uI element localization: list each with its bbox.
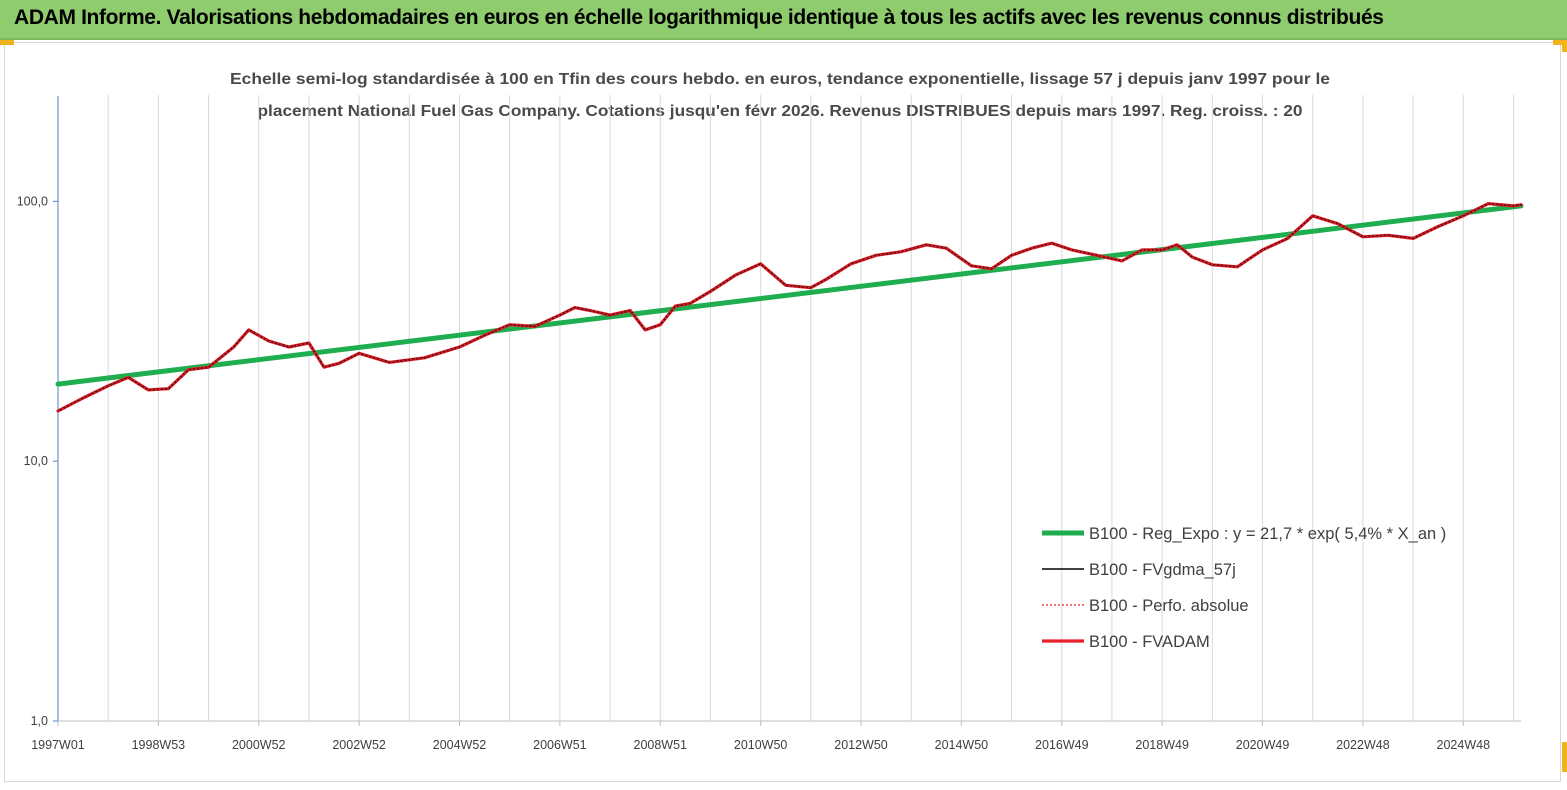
legend-label-3: B100 - Perfo. absolue: [1089, 597, 1249, 615]
series-line-3: [57, 203, 1522, 412]
x-axis-ticks: 1997W01 1998W53 2000W52 2002W52 2004W52 2006W…: [31, 721, 1490, 752]
x-tick-label: 2014W50: [935, 738, 989, 752]
x-tick-label: 2004W52: [433, 738, 487, 752]
legend-label-4: B100 - FVADAM: [1089, 633, 1210, 651]
chart-frame: [4, 42, 1561, 782]
legend-label-1: B100 - Reg_Expo : y = 21,7 * exp( 5,4% *…: [1089, 525, 1446, 543]
x-tick-label: 1997W01: [31, 738, 85, 752]
legend: B100 - Reg_Expo : y = 21,7 * exp( 5,4% *…: [1042, 525, 1446, 651]
corner-marker-top-right: [1553, 40, 1567, 45]
y-axis-ticks: 1,0 10,0 100,0: [17, 194, 58, 728]
page-title: ADAM Informe. Valorisations hebdomadaire…: [14, 6, 1384, 29]
chart-subtitle-line-1: Echelle semi-log standardisée à 100 en T…: [230, 71, 1330, 88]
x-tick-label: 2008W51: [634, 738, 688, 752]
title-banner: ADAM Informe. Valorisations hebdomadaire…: [0, 0, 1567, 40]
x-tick-label: 1998W53: [132, 738, 186, 752]
x-tick-label: 2002W52: [332, 738, 386, 752]
y-tick-label: 1,0: [31, 714, 48, 728]
y-tick-label: 10,0: [24, 454, 48, 468]
series-lines: [55, 202, 1524, 413]
corner-marker-top-left: [0, 40, 14, 45]
x-tick-label: 2006W51: [533, 738, 587, 752]
grid-lines: [107, 95, 1514, 721]
chart-subtitle-line-2: placement National Fuel Gas Company. Cot…: [258, 103, 1303, 120]
x-tick-label: 2024W48: [1437, 738, 1491, 752]
x-tick-label: 2016W49: [1035, 738, 1089, 752]
y-tick-label: 100,0: [17, 194, 48, 208]
x-tick-label: 2018W49: [1135, 738, 1189, 752]
legend-label-2: B100 - FVgdma_57j: [1089, 561, 1236, 579]
x-tick-label: 2012W50: [834, 738, 888, 752]
x-tick-label: 2020W49: [1236, 738, 1290, 752]
x-tick-label: 2000W52: [232, 738, 286, 752]
x-tick-label: 2022W48: [1336, 738, 1390, 752]
series-line-1: [55, 203, 1524, 387]
axes: [57, 96, 1521, 722]
corner-marker-bottom-right: [1562, 742, 1567, 772]
x-tick-label: 2010W50: [734, 738, 788, 752]
corner-marker-top-right-vertical: [1562, 40, 1567, 52]
